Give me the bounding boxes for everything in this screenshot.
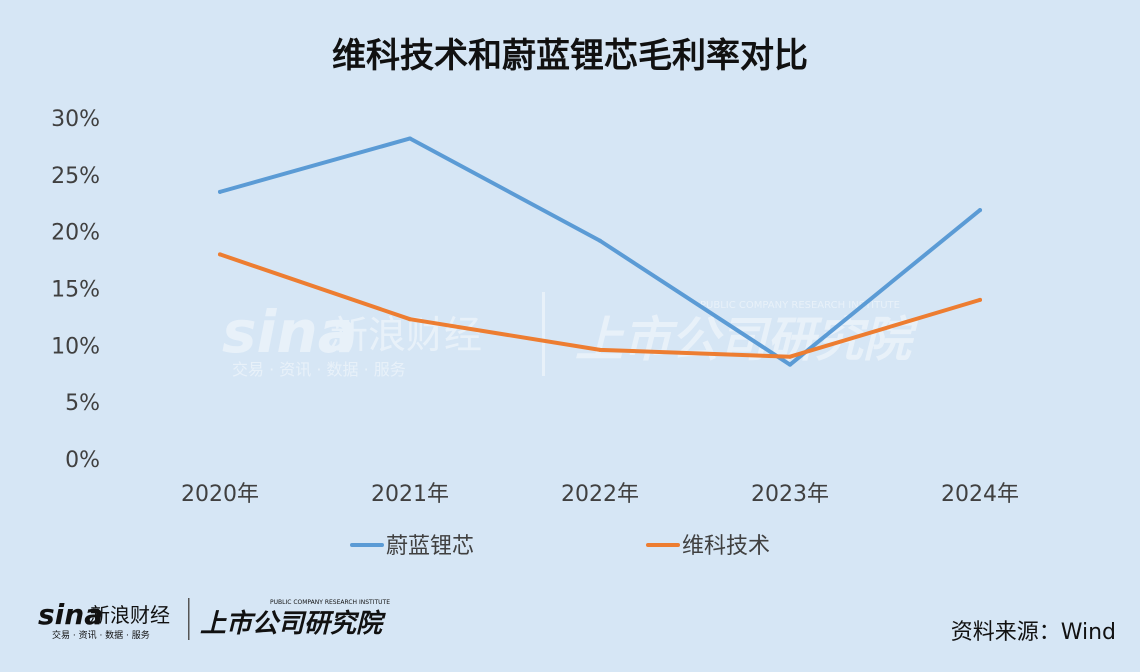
legend-label: 蔚蓝锂芯 [386, 534, 474, 559]
y-axis: 0% 5% 10% 15% 20% 25% 30% [51, 107, 100, 473]
data-point [598, 238, 602, 243]
x-tick-label: 2022年 [561, 482, 639, 507]
data-point [598, 347, 602, 352]
y-tick-label: 0% [65, 448, 100, 473]
source-note: 资料来源：Wind [950, 620, 1116, 645]
data-point [408, 317, 412, 322]
watermark-divider [542, 292, 545, 376]
y-tick-label: 20% [51, 221, 100, 246]
chart-title: 维科技术和蔚蓝锂芯毛利率对比 [332, 36, 808, 76]
data-point [978, 208, 982, 213]
y-tick-label: 15% [51, 278, 100, 303]
footer-logo-brand-sub: 交易 · 资讯 · 数据 · 服务 [52, 629, 150, 641]
watermark: sina 新浪财经 交易 · 资讯 · 数据 · 服务 上市公司研究院 PUBL… [222, 292, 919, 379]
x-tick-label: 2021年 [371, 482, 449, 507]
x-tick-label: 2024年 [941, 482, 1019, 507]
footer-logo-brand-cn: 新浪财经 [90, 603, 170, 627]
legend: 蔚蓝锂芯 维科技术 [350, 534, 770, 559]
footer-logo: sina 新浪财经 交易 · 资讯 · 数据 · 服务 PUBLIC COMPA… [38, 598, 390, 641]
data-point [408, 136, 412, 141]
footer-logo-institute-en: PUBLIC COMPANY RESEARCH INSTITUTE [270, 599, 390, 606]
x-tick-label: 2023年 [751, 482, 829, 507]
y-tick-label: 5% [65, 391, 100, 416]
watermark-brand-cn: 新浪财经 [330, 313, 482, 357]
footer-logo-institute: 上市公司研究院 [200, 609, 386, 639]
line-chart: sina 新浪财经 交易 · 资讯 · 数据 · 服务 上市公司研究院 PUBL… [51, 107, 1019, 559]
legend-label: 维科技术 [682, 534, 770, 559]
data-point [788, 354, 792, 359]
watermark-brand: sina [222, 298, 357, 366]
data-point [218, 189, 222, 194]
x-tick-label: 2020年 [181, 482, 259, 507]
data-point [788, 362, 792, 367]
watermark-institute-en: PUBLIC COMPANY RESEARCH INSTITUTE [700, 300, 900, 311]
watermark-brand-sub: 交易 · 资讯 · 数据 · 服务 [232, 360, 406, 379]
y-tick-label: 30% [51, 107, 100, 132]
watermark-institute: 上市公司研究院 [575, 312, 919, 368]
data-point [978, 297, 982, 302]
footer-logo-brand: sina [38, 598, 103, 631]
x-axis: 2020年 2021年 2022年 2023年 2024年 [181, 482, 1019, 507]
data-point [218, 252, 222, 257]
y-tick-label: 25% [51, 164, 100, 189]
y-tick-label: 10% [51, 334, 100, 359]
series-layer [218, 136, 982, 367]
footer-logo-divider [188, 598, 190, 640]
